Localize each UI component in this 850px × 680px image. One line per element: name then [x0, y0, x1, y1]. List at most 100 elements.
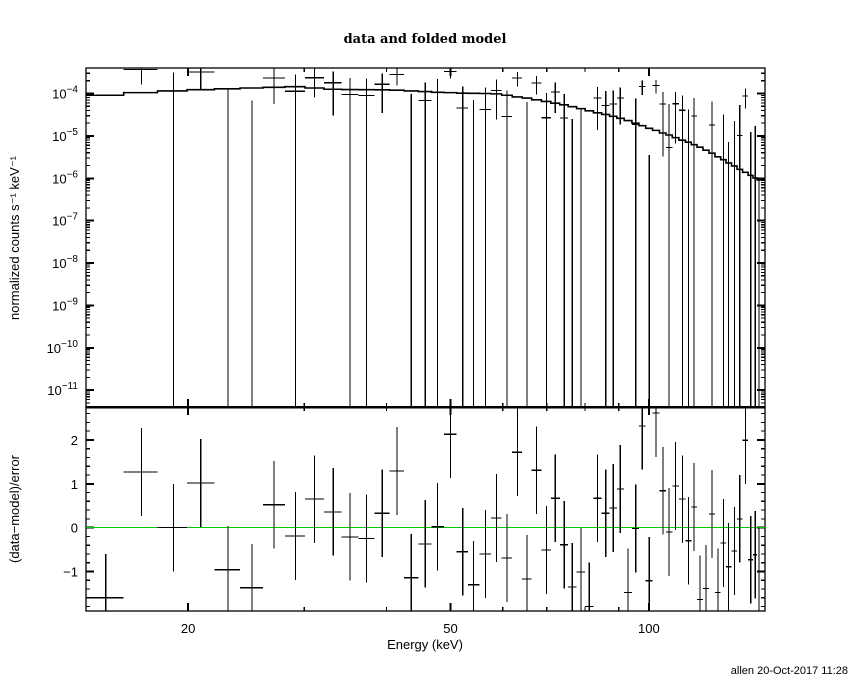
residual-point	[214, 525, 241, 611]
residual-point	[609, 464, 617, 552]
x-tick-label: 50	[443, 621, 457, 636]
y-tick-label: 10−6	[52, 169, 78, 186]
data-point	[616, 87, 625, 125]
y-tick-label: 10−5	[52, 127, 78, 144]
data-point	[678, 95, 686, 407]
residual-point	[522, 535, 532, 611]
data-point	[742, 88, 749, 109]
residual-point	[638, 407, 646, 470]
residual-point	[576, 528, 586, 611]
residual-point	[585, 562, 594, 611]
data-point	[531, 76, 542, 95]
residual-point	[531, 426, 542, 515]
data-point	[389, 68, 405, 86]
residual-point	[624, 548, 632, 611]
data-point	[691, 98, 698, 407]
residual-point	[593, 454, 602, 543]
data-point	[284, 74, 306, 407]
data-point	[559, 94, 569, 407]
residual-point	[284, 492, 306, 580]
y-tick-label: 10−4	[52, 85, 78, 102]
data-point	[323, 71, 342, 116]
model-step-line	[86, 85, 765, 181]
data-point	[374, 73, 390, 113]
residual-point	[323, 467, 342, 556]
residual-point	[645, 536, 653, 611]
y-tick-label: 10−10	[47, 339, 79, 356]
residual-point	[468, 540, 480, 611]
residual-point	[123, 428, 158, 516]
data-point	[609, 90, 617, 407]
data-point	[479, 87, 491, 407]
data-point	[456, 86, 469, 407]
residual-point	[685, 496, 692, 585]
data-point	[431, 79, 445, 407]
residual-point	[725, 522, 732, 611]
data-point	[123, 68, 158, 85]
data-point	[358, 78, 375, 407]
residual-point	[512, 408, 523, 497]
residual-point	[672, 442, 679, 530]
data-point	[652, 79, 660, 94]
residual-point	[697, 555, 703, 611]
residual-point	[757, 527, 765, 611]
x-tick-label: 20	[181, 621, 195, 636]
residual-point	[702, 544, 709, 611]
data-point	[305, 68, 324, 98]
residual-point	[550, 454, 560, 543]
data-point	[593, 87, 602, 130]
residual-point	[631, 484, 639, 573]
y-tick-label: 10−7	[52, 212, 78, 229]
data-point	[418, 82, 432, 407]
x-tick-label: 100	[638, 621, 660, 636]
bottom-y-axis-label: (data−model)/error	[7, 454, 22, 563]
residual-point	[86, 553, 124, 611]
y-tick-label: 1	[71, 477, 78, 492]
residual-point	[541, 506, 551, 594]
residual-point	[665, 488, 673, 576]
chart-title: data and folded model	[344, 32, 507, 47]
y-tick-label: −1	[63, 565, 78, 580]
data-point	[659, 91, 666, 157]
spectrum-panel: 10−4 10−5 10−6 10−7 10−8 10−9 10−10 10−11	[47, 67, 766, 409]
residual-point	[490, 474, 502, 562]
residual-point	[187, 439, 215, 527]
y-tick-label: 10−11	[47, 381, 78, 398]
data-point	[444, 68, 457, 79]
residual-point	[444, 407, 457, 479]
data-point	[672, 92, 679, 144]
residual-point	[731, 507, 738, 595]
data-point	[601, 91, 610, 407]
residual-point	[431, 482, 445, 571]
residual-point	[418, 500, 432, 588]
residual-point	[714, 548, 721, 611]
top-y-axis-label: normalized counts s⁻¹ keV⁻¹	[7, 155, 22, 320]
y-tick-label: 10−8	[52, 254, 78, 271]
residual-point	[659, 446, 666, 535]
y-tick-label: 0	[71, 521, 78, 536]
data-point	[490, 79, 502, 120]
residual-point	[720, 499, 726, 587]
residual-point	[263, 460, 285, 549]
residual-point	[456, 507, 469, 596]
residual-point	[691, 463, 698, 551]
residual-point	[501, 514, 513, 602]
x-axis-label: Energy (keV)	[387, 637, 463, 652]
bottom-panel-frame	[85, 406, 766, 612]
residual-point	[753, 510, 758, 599]
residual-point	[568, 543, 577, 611]
data-point	[341, 77, 359, 407]
residual-point	[374, 469, 390, 558]
data-point	[157, 72, 188, 407]
data-point	[550, 82, 560, 113]
residual-point	[742, 407, 749, 485]
residual-point	[748, 515, 754, 604]
residual-point	[358, 494, 375, 583]
data-point	[263, 68, 285, 105]
data-point	[512, 72, 523, 87]
data-point	[631, 98, 639, 407]
residual-point	[601, 469, 610, 558]
residual-panel: 20 50 100 2 1 0 −1	[63, 406, 766, 636]
data-point	[541, 93, 551, 407]
